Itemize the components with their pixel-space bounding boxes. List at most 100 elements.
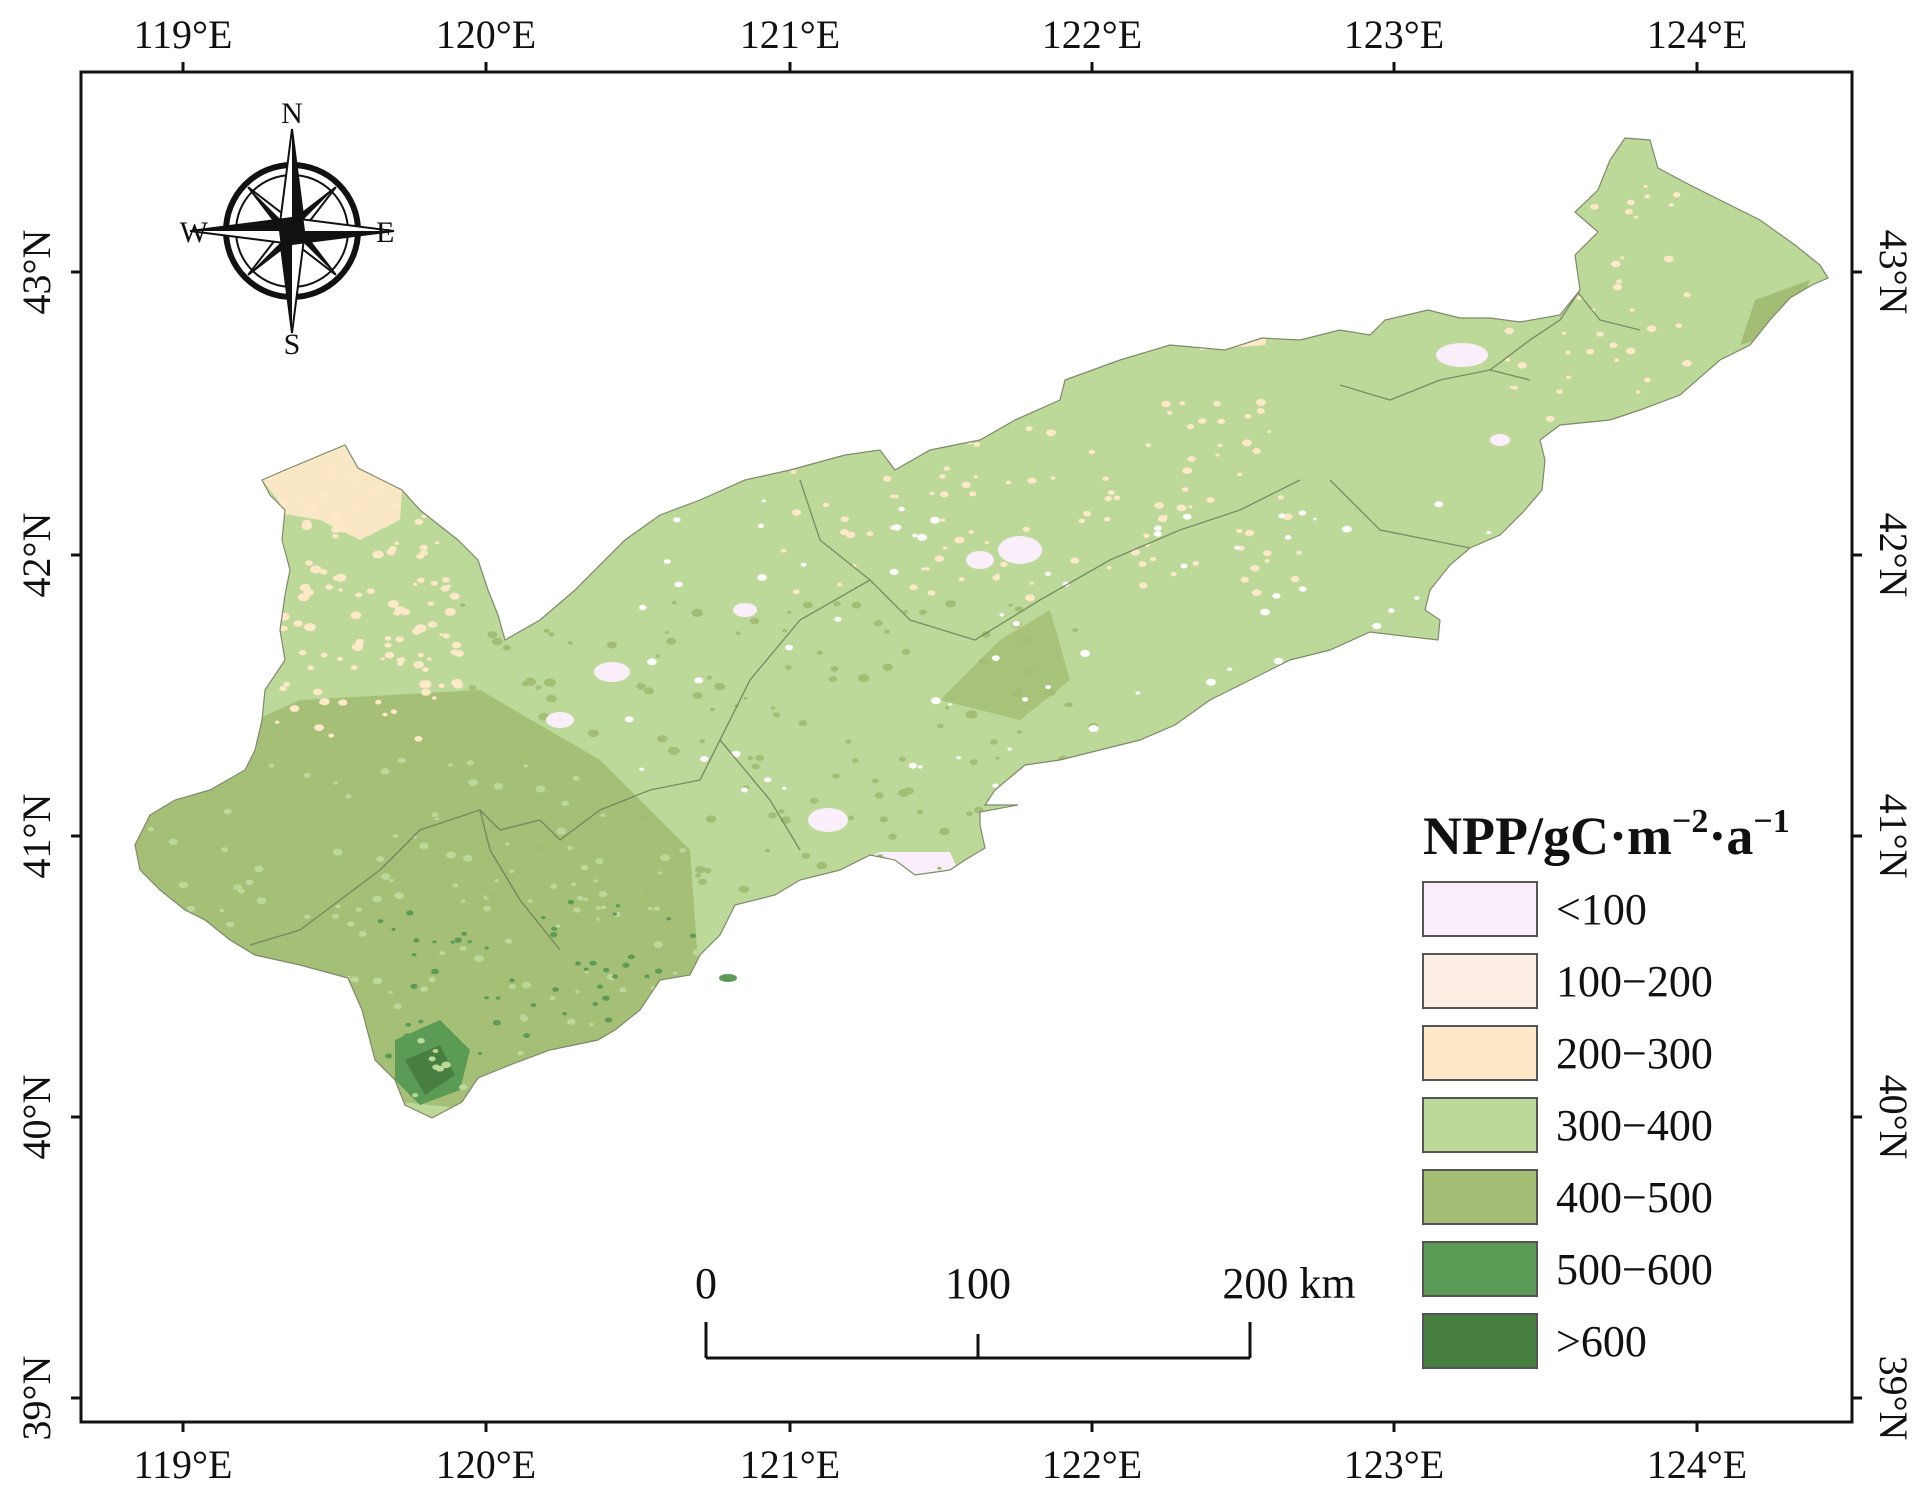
npp-speckle [647, 658, 657, 666]
npp-speckle [927, 590, 936, 596]
npp-speckle [973, 475, 979, 479]
npp-speckle [691, 608, 703, 618]
npp-speckle [1634, 215, 1639, 219]
npp-speckle [426, 657, 432, 661]
npp-speckle [161, 1072, 168, 1077]
npp-speckle [1680, 168, 1687, 173]
npp-speckle [661, 1001, 667, 1006]
npp-speckle [692, 692, 703, 699]
npp-speckle [335, 494, 341, 498]
npp-speckle [467, 748, 475, 754]
npp-speckle [961, 481, 971, 488]
npp-speckle [939, 827, 950, 836]
npp-speckle [818, 453, 824, 458]
npp-speckle [642, 1037, 647, 1042]
npp-speckle [781, 459, 789, 464]
npp-speckle [350, 665, 358, 670]
npp-speckle [355, 484, 363, 490]
npp-speckle [567, 899, 575, 905]
npp-speckle [1496, 657, 1500, 661]
npp-speckle [1626, 347, 1636, 355]
npp-speckle [168, 777, 173, 781]
npp-speckle [1643, 185, 1648, 188]
npp-speckle [268, 763, 275, 768]
legend-swatch [1422, 1169, 1538, 1225]
npp-speckle [916, 809, 923, 815]
lon-label-bottom: 124°E [1647, 1442, 1747, 1487]
npp-speckle [199, 951, 207, 956]
npp-speckle [417, 1038, 425, 1044]
npp-speckle [319, 569, 328, 575]
npp-speckle [834, 616, 842, 622]
npp-speckle [1682, 360, 1692, 367]
npp-speckle [535, 785, 546, 793]
npp-speckle [965, 710, 978, 719]
npp-speckle [1611, 260, 1621, 268]
legend-swatch [1422, 1097, 1538, 1153]
npp-speckle [1143, 533, 1150, 539]
lat-label-right: 40°N [1871, 1075, 1916, 1160]
npp-speckle [474, 955, 484, 962]
npp-speckle [700, 756, 709, 762]
npp-speckle [1668, 203, 1674, 207]
npp-speckle [1290, 576, 1300, 583]
npp-speckle [1074, 874, 1082, 881]
legend-label: 400−500 [1556, 1173, 1713, 1222]
npp-speckle [494, 879, 500, 882]
npp-speckle [338, 588, 343, 592]
npp-speckle [1242, 439, 1252, 447]
npp-speckle [152, 1038, 158, 1042]
npp-speckle [679, 848, 686, 853]
npp-speckle [644, 974, 650, 979]
npp-speckle [136, 1004, 146, 1012]
npp-speckle [1187, 456, 1196, 462]
npp-speckle [333, 781, 338, 785]
npp-speckle [699, 739, 705, 744]
npp-speckle [240, 1061, 250, 1068]
npp-speckle [307, 665, 314, 670]
npp-speckle [802, 601, 813, 609]
npp-speckle [119, 936, 124, 939]
npp-speckle [917, 533, 927, 541]
npp-speckle [432, 940, 437, 944]
npp-speckle [559, 818, 567, 824]
npp-speckle [339, 1051, 344, 1055]
npp-speckle [1414, 596, 1420, 601]
npp-speckle [1186, 424, 1195, 430]
npp-speckle [1171, 781, 1180, 788]
npp-speckle [1015, 881, 1020, 885]
npp-speckle [1277, 495, 1284, 500]
npp-speckle [1237, 472, 1243, 477]
npp-speckle [851, 601, 862, 609]
npp-speckle [165, 937, 171, 941]
npp-speckle [1215, 453, 1220, 457]
npp-speckle [549, 996, 556, 1001]
lat-label-left: 41°N [14, 794, 59, 879]
region-boundary [799, 479, 1301, 641]
npp-speckle [1157, 515, 1168, 523]
npp-speckle [332, 1051, 337, 1055]
npp-speckle [695, 814, 704, 821]
npp-speckle [778, 809, 785, 814]
npp-speckle [287, 1078, 296, 1085]
npp-speckle [912, 533, 918, 538]
npp-speckle [636, 683, 646, 690]
npp-speckle [258, 545, 265, 550]
npp-speckle [939, 474, 946, 479]
npp-speckle [452, 883, 459, 888]
npp-speckle [279, 625, 288, 632]
npp-speckle [622, 1033, 627, 1037]
npp-speckle [589, 960, 597, 966]
region-boundary [1489, 289, 1581, 371]
npp-speckle [573, 907, 581, 913]
npp-speckle [325, 584, 333, 590]
npp-speckle [412, 953, 417, 957]
npp-speckle [417, 652, 424, 658]
npp-speckle [1256, 408, 1265, 414]
npp-speckle [413, 938, 420, 943]
region-boundary [249, 579, 871, 946]
npp-speckle [551, 1056, 559, 1061]
npp-speckle [1170, 571, 1177, 577]
npp-speckle [653, 941, 664, 948]
npp-speckle [393, 1003, 402, 1010]
